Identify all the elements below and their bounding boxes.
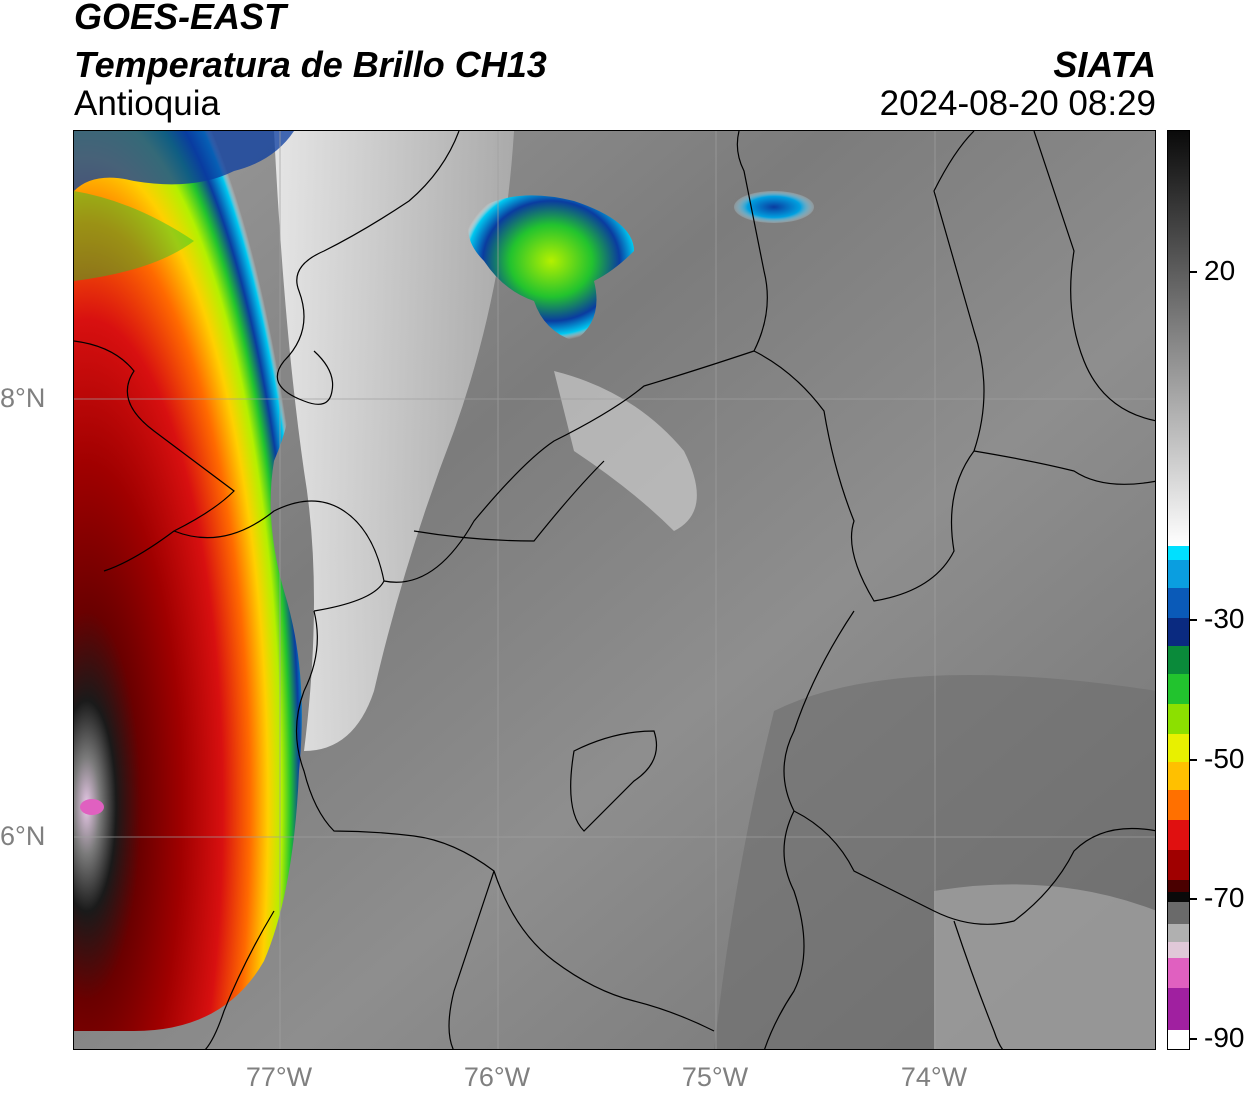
colorbar-tick: [1190, 1038, 1197, 1040]
lat-label-6n: 6°N: [0, 821, 46, 851]
convective-cloud-mass: [74, 131, 326, 1031]
lat-label-8n: 8°N: [0, 383, 46, 413]
lon-label-75w: 75°W: [681, 1062, 749, 1092]
colorbar: [1167, 130, 1190, 1050]
region-title: Antioquia: [74, 84, 220, 123]
colorbar-label-m50: -50: [1204, 743, 1245, 774]
borders: [74, 131, 1155, 1049]
small-storm-cell: [734, 191, 814, 223]
colorbar-tick: [1190, 898, 1197, 900]
satellite-title: GOES-EAST: [74, 0, 287, 37]
product-title: Temperatura de Brillo CH13: [74, 44, 547, 85]
colorbar-label-m90: -90: [1204, 1022, 1245, 1053]
colorbar-label-20: 20: [1204, 255, 1236, 286]
colorbar-swatches: [1168, 131, 1189, 1049]
colorbar-tick: [1190, 619, 1197, 621]
warm-cloud-band: [274, 131, 514, 751]
organization-label: SIATA: [1053, 44, 1156, 85]
lon-label-76w: 76°W: [463, 1062, 531, 1092]
colorbar-tick: [1190, 759, 1197, 761]
datetime-label: 2024-08-20 08:29: [879, 84, 1156, 123]
northern-storm-cell: [468, 195, 634, 341]
colorbar-label-m30: -30: [1204, 603, 1245, 634]
map-canvas: [74, 131, 1155, 1049]
lon-label-77w: 77°W: [245, 1062, 313, 1092]
lon-label-74w: 74°W: [900, 1062, 968, 1092]
satellite-map[interactable]: [73, 130, 1156, 1050]
graticule: [74, 131, 1155, 1049]
colorbar-tick: [1190, 271, 1197, 273]
colorbar-label-m70: -70: [1204, 882, 1245, 913]
coldest-core: [80, 799, 104, 815]
